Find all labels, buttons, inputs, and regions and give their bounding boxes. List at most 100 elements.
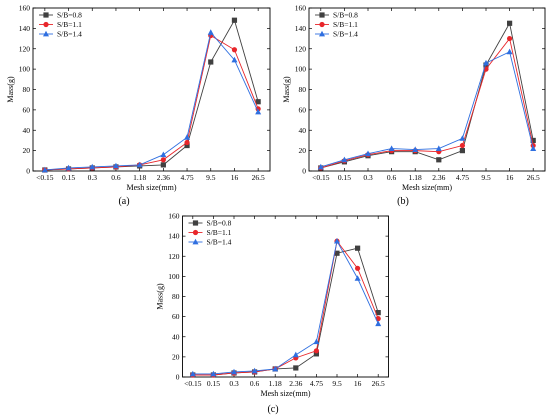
data-point [160,162,166,168]
x-tick-label: 9.5 [332,379,342,388]
data-point [293,365,299,371]
x-tick-label: 9.5 [481,173,491,182]
y-tick-label: 40 [23,126,31,135]
data-point [292,351,299,358]
legend-marker [43,30,49,37]
data-point [251,367,258,374]
x-tick-label: 0.15 [62,173,75,182]
y-tick-label: 20 [299,146,307,155]
y-tick-label: 140 [295,24,307,33]
x-tick-label: 1.18 [269,379,282,388]
y-tick-label: 160 [168,212,180,221]
x-tick-label: 26.5 [527,173,540,182]
y-tick-label: 80 [172,292,180,301]
y-tick-label: 120 [295,44,307,53]
data-point [365,150,371,157]
legend-label: S/B=1.4 [333,30,358,39]
y-tick-label: 120 [168,252,180,261]
x-tick-label: 16 [354,379,362,388]
x-axis-title: Mesh size(mm) [261,389,311,398]
legend-marker [192,238,199,245]
series-line [192,247,379,376]
series-line [192,239,379,375]
data-point [231,17,238,23]
data-point [231,368,237,375]
panel-label: (c) [267,404,278,415]
x-tick-label: 0.6 [250,379,260,388]
y-tick-label: 20 [172,352,180,361]
data-point [208,59,214,65]
data-point [189,370,196,377]
y-tick-label: 40 [299,126,307,135]
legend-label: S/B=1.4 [207,238,232,247]
data-point [436,157,442,163]
x-tick-label: 1.18 [409,173,422,182]
series-circle [318,35,536,171]
data-point [459,148,465,154]
y-tick-label: 160 [19,4,31,13]
series-line [44,34,259,171]
legend-entry: S/B=1.4 [188,238,232,247]
x-axis-title: Mesh size(mm) [402,183,452,192]
data-point [184,134,191,140]
y-tick-label: 100 [168,272,180,281]
x-tick-label: 0.3 [229,379,239,388]
data-point [507,35,513,42]
data-point [210,370,217,377]
legend-entry: S/B=0.8 [315,11,358,20]
y-tick-label: 20 [23,146,31,155]
legend-entry: S/B=0.8 [188,219,232,228]
series-circle [190,238,381,378]
x-tick-label: <0.15 [312,173,330,182]
legend-marker [192,220,199,226]
legend-marker [192,229,199,236]
legend-marker [43,12,49,18]
data-point [375,320,382,327]
data-point [255,108,262,115]
data-point [507,20,513,26]
x-tick-label: 2.36 [157,173,170,182]
data-point [184,139,190,146]
y-tick-label: 120 [19,44,31,53]
data-point [354,275,361,281]
data-point [341,156,348,163]
data-point [255,99,261,105]
series-line [44,19,259,171]
legend-entry: S/B=1.4 [315,30,358,39]
x-tick-label: 1.18 [133,173,146,182]
chart-panel-b: 0 20 40 60 80 100 120 140 160 <0.15 0.15 0.3 0.6 1.18… [282,4,546,207]
x-tick-label: 16 [506,173,514,182]
y-tick-label: 160 [295,4,307,13]
y-tick-label: 60 [23,105,31,114]
y-axis-title: Mass(g) [156,283,165,310]
legend-marker [43,21,49,28]
data-point [355,265,361,271]
data-point [313,338,320,345]
y-tick-label: 40 [172,332,180,341]
y-tick-label: 60 [172,312,180,321]
y-tick-label: 100 [295,65,307,74]
series-circle [42,32,261,173]
x-tick-label: 4.75 [180,173,193,182]
data-point [231,56,238,63]
data-point [459,135,466,141]
series-triangle [189,237,382,377]
legend-marker [319,30,325,37]
legend-marker [319,21,325,28]
y-tick-label: 80 [299,85,307,94]
data-point [112,162,119,169]
legend-entry: S/B=0.8 [39,11,82,20]
series-line [320,37,534,169]
data-point [41,166,48,173]
series-triangle [41,29,262,173]
x-tick-label: 2.36 [432,173,445,182]
y-tick-label: 0 [26,167,30,176]
legend-entry: S/B=1.1 [315,20,358,29]
data-point [388,145,395,151]
series-line [192,240,379,376]
series-square [42,17,261,173]
y-tick-label: 100 [19,65,31,74]
legend-entry: S/B=1.4 [39,30,82,39]
x-tick-label: <0.15 [184,379,202,388]
data-point [272,365,279,372]
